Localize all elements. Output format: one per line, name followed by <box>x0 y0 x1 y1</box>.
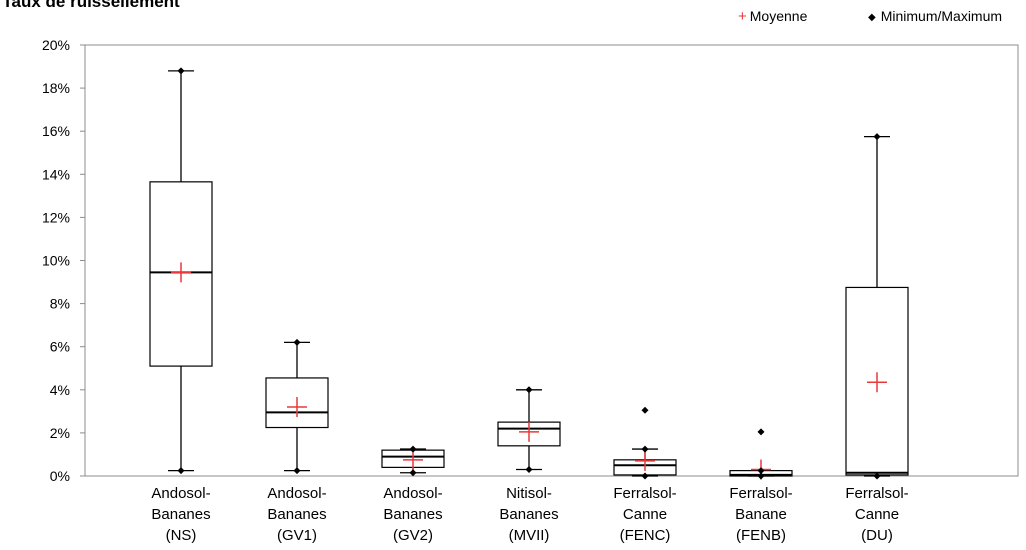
max-marker <box>757 467 765 475</box>
category-label: Andosol- <box>383 485 442 502</box>
box-group <box>149 70 213 472</box>
category-label: (MVII) <box>509 527 550 544</box>
max-marker <box>873 133 881 141</box>
y-tick-label: 2% <box>50 425 70 441</box>
mean-plus-icon: + <box>738 8 747 25</box>
box-group <box>845 135 909 477</box>
legend-minmax: ◆ Minimum/Maximum <box>868 8 1002 24</box>
category-label: Canne <box>623 506 667 523</box>
category-label: Nitisol- <box>506 485 552 502</box>
category-label: Andosol- <box>151 485 210 502</box>
category-label: Bananes <box>499 506 558 523</box>
legend-mean-label: Moyenne <box>749 8 808 24</box>
min-marker <box>525 466 533 474</box>
box-group <box>381 448 445 474</box>
category-label: (DU) <box>861 527 893 544</box>
category-label: (GV2) <box>393 527 433 544</box>
y-tick-label: 0% <box>50 468 70 484</box>
category-label: Bananes <box>383 506 442 523</box>
min-marker <box>293 467 301 475</box>
max-marker <box>177 67 185 75</box>
legend-mean: + Moyenne <box>738 8 807 25</box>
box-group <box>613 448 677 477</box>
y-tick-label: 14% <box>42 166 70 182</box>
category-label: (FENC) <box>620 527 671 544</box>
category-label: Banane <box>735 506 787 523</box>
max-marker <box>757 428 765 436</box>
legend-minmax-label: Minimum/Maximum <box>880 8 1003 24</box>
min-marker <box>641 472 649 480</box>
y-tick-label: 6% <box>50 339 70 355</box>
max-marker <box>641 445 649 453</box>
y-tick-label: 12% <box>42 209 70 225</box>
min-marker <box>177 467 185 475</box>
y-tick-label: 16% <box>42 123 70 139</box>
min-marker <box>873 472 881 480</box>
max-marker <box>409 445 417 453</box>
y-tick-label: 8% <box>50 296 70 312</box>
category-label: Bananes <box>151 506 210 523</box>
minmax-diamond-icon: ◆ <box>868 12 876 23</box>
category-label: Andosol- <box>267 485 326 502</box>
category-label: Ferralsol- <box>845 485 908 502</box>
category-label: Ferralsol- <box>729 485 792 502</box>
iqr-box <box>149 181 213 367</box>
y-tick-label: 4% <box>50 382 70 398</box>
max-marker <box>525 386 533 394</box>
box-group <box>265 341 329 472</box>
category-label: Bananes <box>267 506 326 523</box>
min-marker <box>757 472 765 480</box>
max-marker <box>293 338 301 346</box>
category-label: Canne <box>855 506 899 523</box>
category-label: (NS) <box>166 527 197 544</box>
y-tick-label: 18% <box>42 80 70 96</box>
box-group <box>497 389 561 471</box>
category-label: Ferralsol- <box>613 485 676 502</box>
category-label: (FENB) <box>736 527 786 544</box>
y-tick-label: 10% <box>42 253 70 269</box>
category-label: (GV1) <box>277 527 317 544</box>
max-marker <box>641 406 649 414</box>
min-marker <box>409 469 417 477</box>
chart-title: ) Taux de ruissellement <box>0 0 180 11</box>
y-tick-label: 20% <box>42 37 70 53</box>
